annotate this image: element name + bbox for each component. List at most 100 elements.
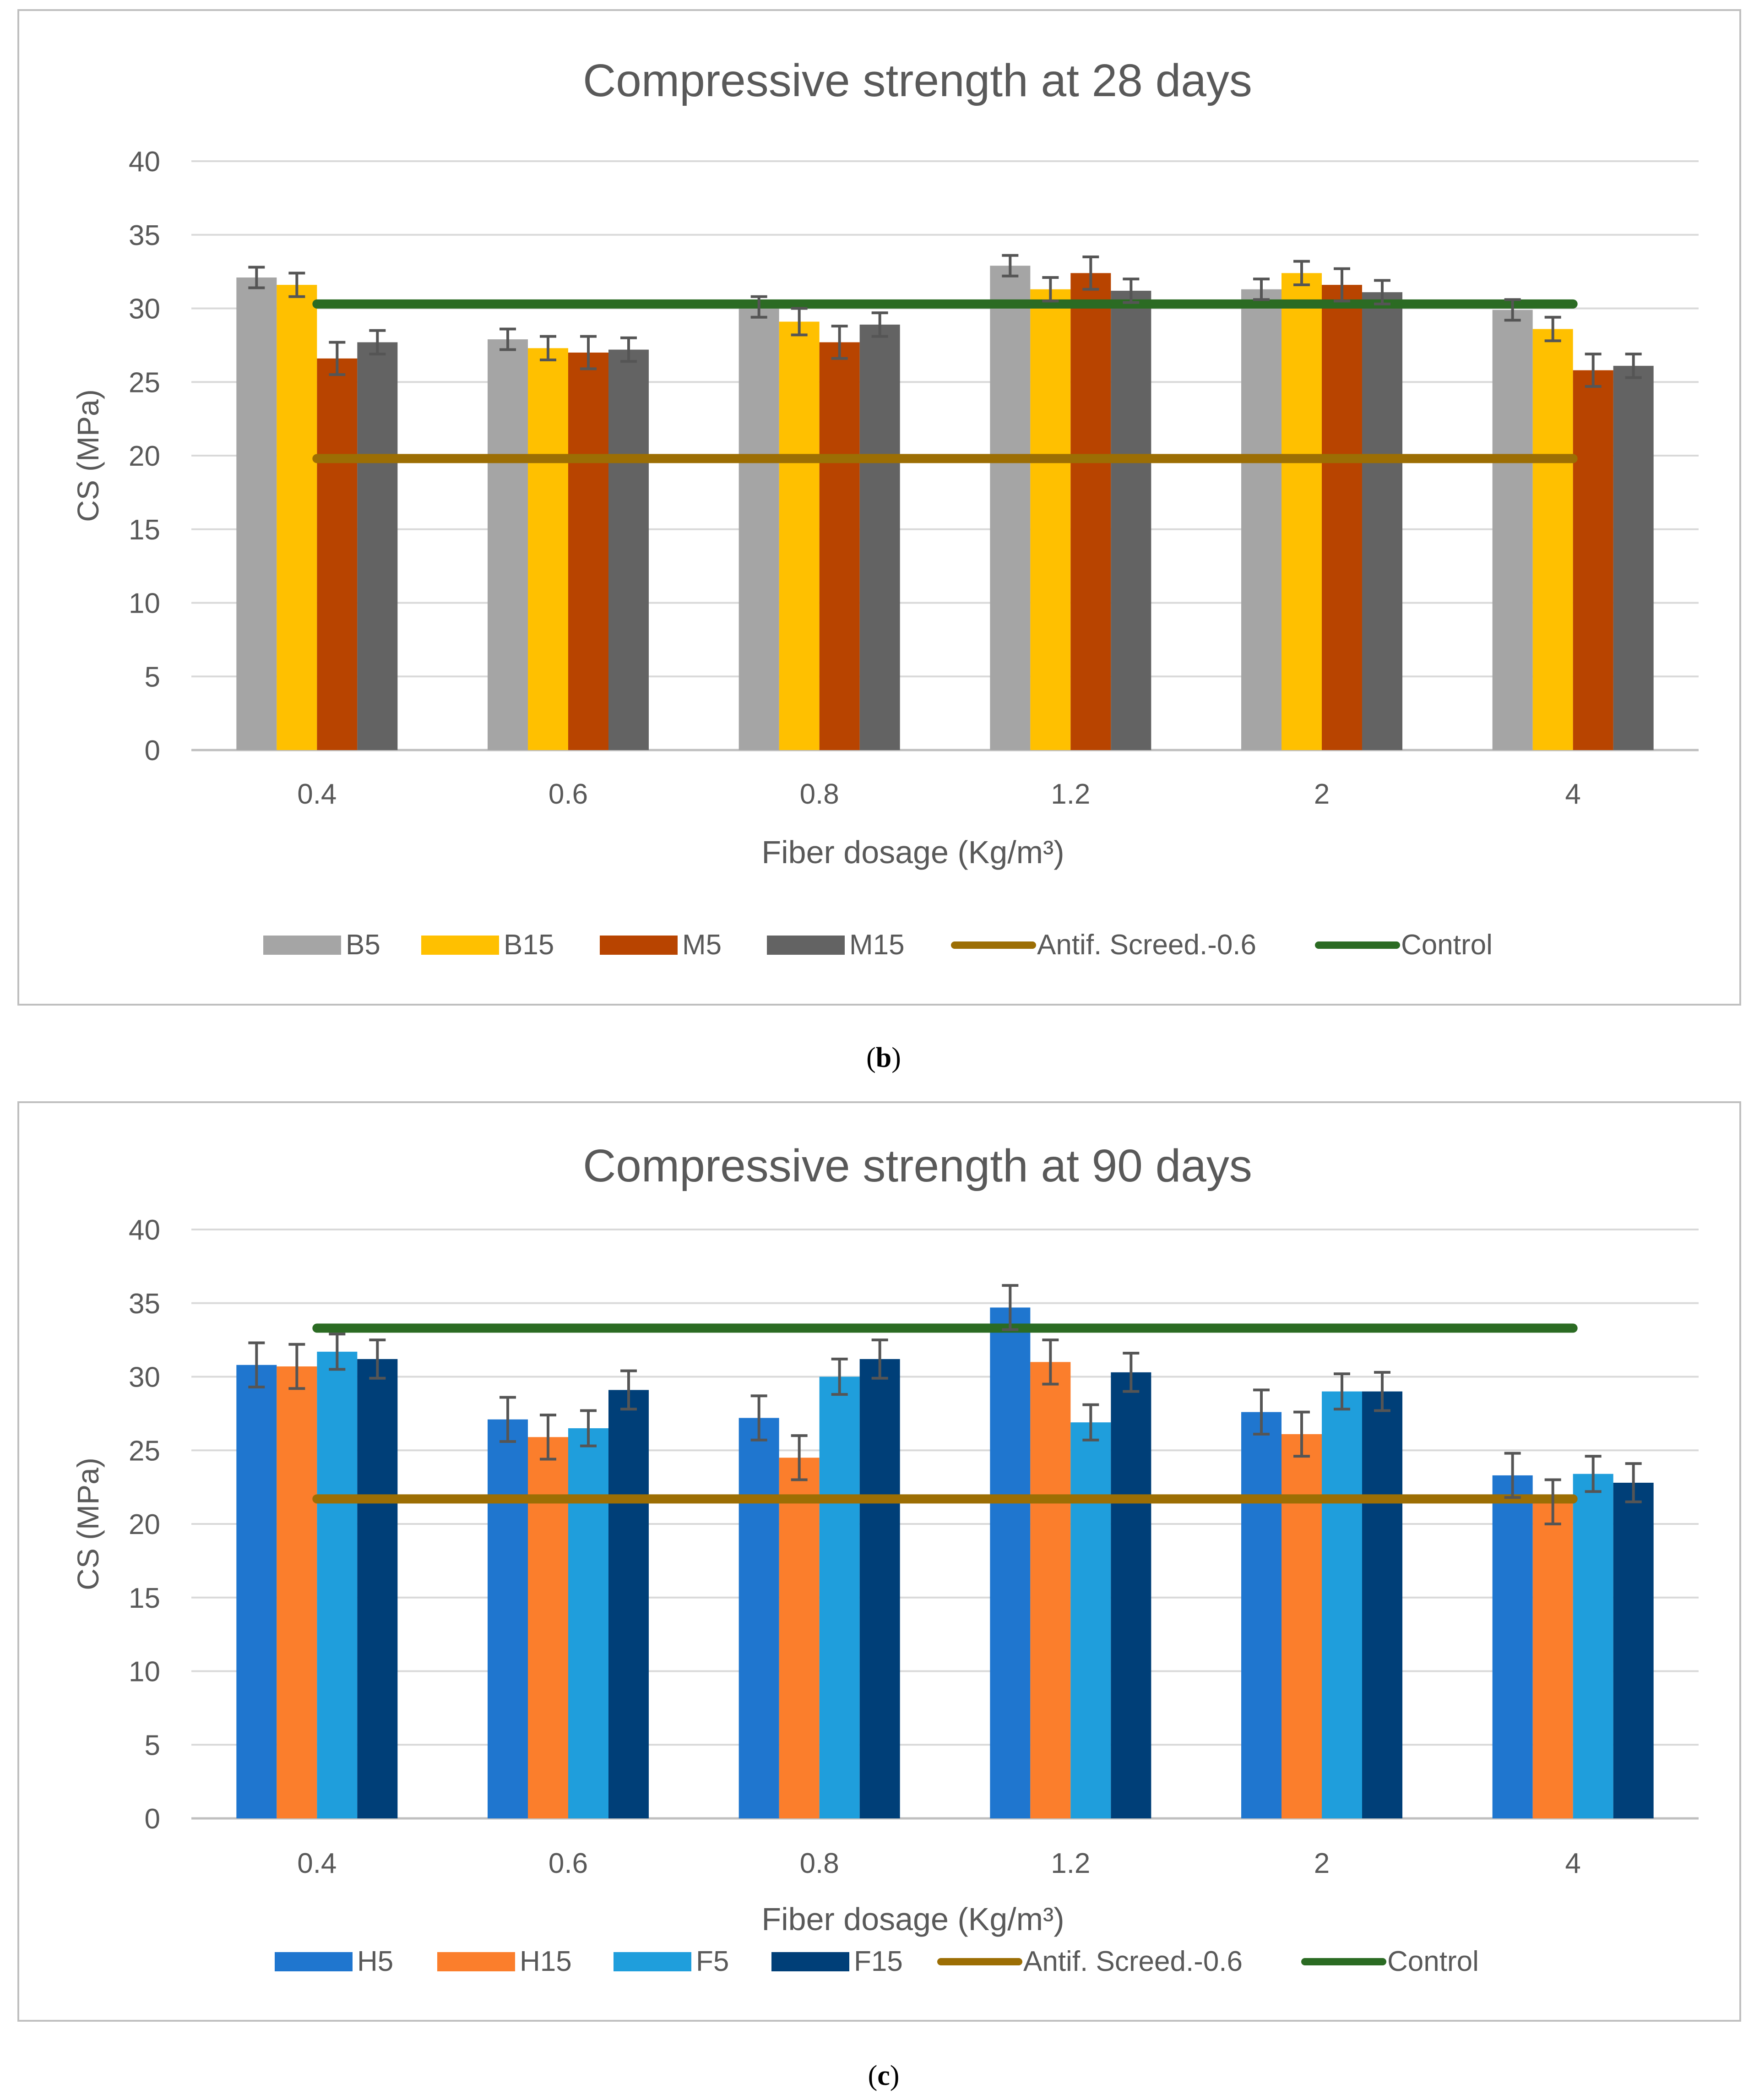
- error-bar: [500, 1396, 516, 1443]
- legend-swatch: [437, 1952, 515, 1971]
- error-bar: [500, 327, 516, 351]
- legend-swatch: [600, 936, 678, 955]
- error-bar: [791, 307, 808, 337]
- legend-swatch: [275, 1952, 353, 1971]
- y-tick-label: 10: [129, 1656, 160, 1688]
- error-bar: [580, 1409, 597, 1447]
- error-bar: [1002, 1284, 1019, 1331]
- error-bar: [1334, 267, 1350, 303]
- legend-item: H15: [437, 1946, 572, 1977]
- bar-f5: [1322, 1391, 1362, 1818]
- legend-item: Control: [1315, 929, 1493, 961]
- error-bar: [620, 1369, 637, 1411]
- x-tick-label: 4: [1565, 1848, 1580, 1879]
- error-bar: [329, 341, 346, 376]
- legend-label: Control: [1401, 929, 1493, 961]
- error-bar: [1293, 260, 1310, 287]
- legend-item: M5: [600, 929, 722, 961]
- error-bar: [1082, 1403, 1099, 1442]
- bar-b5: [1492, 310, 1533, 750]
- bar-m15: [608, 349, 649, 750]
- legend-label: B15: [504, 929, 554, 961]
- legend-label: Antif. Screed.-0.6: [1037, 929, 1256, 961]
- error-bar: [248, 266, 265, 289]
- legend-swatch: [771, 1952, 849, 1971]
- y-tick-label: 5: [145, 661, 160, 693]
- bar-b5: [488, 339, 528, 750]
- y-tick-label: 15: [129, 514, 160, 546]
- bar-f15: [1362, 1391, 1402, 1818]
- error-bar: [1504, 1452, 1521, 1499]
- error-bar: [329, 1333, 346, 1371]
- error-bar: [831, 325, 848, 360]
- chart-c: Compressive strength at 90 days 0 5 10 15 20 2…: [71, 1140, 1699, 1977]
- x-axis-label: Fiber dosage (Kg/m³): [761, 1901, 1064, 1937]
- bar-h15: [1030, 1362, 1071, 1818]
- x-tick-label: 4: [1565, 778, 1580, 810]
- bar-h5: [488, 1419, 528, 1818]
- bar-b5: [990, 266, 1031, 750]
- x-tick-label: 0.4: [297, 1848, 337, 1879]
- legend-item: H5: [275, 1946, 393, 1977]
- bar-m5: [1070, 273, 1111, 750]
- legend-item: F15: [771, 1946, 903, 1977]
- error-bar: [1374, 279, 1390, 305]
- bar-m5: [1573, 370, 1613, 750]
- bar-m5: [819, 342, 860, 750]
- bar-f15: [859, 1359, 900, 1818]
- bar-f15: [1613, 1482, 1654, 1818]
- bar-h15: [1532, 1502, 1573, 1818]
- legend-label: F5: [696, 1946, 729, 1977]
- bar-b5: [1241, 289, 1282, 750]
- bar-h5: [990, 1307, 1031, 1818]
- bar-h5: [1241, 1412, 1282, 1818]
- legend-label: Antif. Screed.-0.6: [1023, 1946, 1243, 1977]
- bar-m15: [1111, 290, 1151, 750]
- error-bar: [871, 311, 888, 338]
- legend-label: H15: [520, 1946, 572, 1977]
- legend: H5 H15 F5 F15 Antif. Screed.-0.6 Control: [275, 1946, 1479, 1977]
- x-tick-label: 0.6: [548, 1848, 588, 1879]
- y-tick-label: 25: [129, 1435, 160, 1467]
- error-bar: [1123, 1352, 1140, 1393]
- bar-m15: [1613, 365, 1654, 750]
- y-tick-label: 10: [129, 588, 160, 620]
- bar-f15: [357, 1359, 398, 1818]
- error-bar: [831, 1357, 848, 1396]
- bar-f15: [608, 1390, 649, 1818]
- error-bar: [1585, 1455, 1602, 1493]
- x-tick-label: 2: [1314, 778, 1330, 810]
- legend-item: Antif. Screed.-0.6: [937, 1946, 1243, 1977]
- caption-b: (b): [815, 1042, 952, 1074]
- error-bar: [871, 1338, 888, 1380]
- bar-h15: [1282, 1434, 1322, 1818]
- y-tick-label: 0: [145, 1803, 160, 1835]
- error-bar: [540, 1414, 556, 1461]
- legend-label: Control: [1387, 1946, 1479, 1977]
- error-bar: [750, 295, 767, 319]
- error-bar: [1585, 353, 1602, 388]
- caption-c-text: (c): [868, 2060, 900, 2091]
- y-tick-label: 40: [129, 146, 160, 178]
- y-tick-label: 40: [129, 1214, 160, 1246]
- error-bar: [1374, 1371, 1390, 1412]
- x-tick-label: 0.4: [297, 778, 337, 810]
- legend-swatch: [421, 936, 499, 955]
- legend-swatch: [767, 936, 845, 955]
- x-tick-label: 1.2: [1051, 1848, 1090, 1879]
- error-bar: [1253, 1388, 1270, 1436]
- error-bar: [750, 1394, 767, 1442]
- x-tick-label: 2: [1314, 1848, 1330, 1879]
- bar-f5: [1573, 1474, 1613, 1818]
- y-tick-label: 35: [129, 1288, 160, 1320]
- legend: B5 B15 M5 M15 Antif. Screed.-0.6 Control: [263, 929, 1493, 961]
- error-bar: [540, 335, 556, 362]
- bar-b15: [779, 321, 820, 750]
- y-axis-label: CS (MPa): [71, 389, 105, 522]
- y-tick-label: 25: [129, 367, 160, 398]
- y-tick-label: 15: [129, 1583, 160, 1614]
- error-bar: [1544, 316, 1561, 343]
- bar-m5: [317, 358, 358, 750]
- y-tick-label: 30: [129, 294, 160, 325]
- bar-h5: [1492, 1475, 1533, 1818]
